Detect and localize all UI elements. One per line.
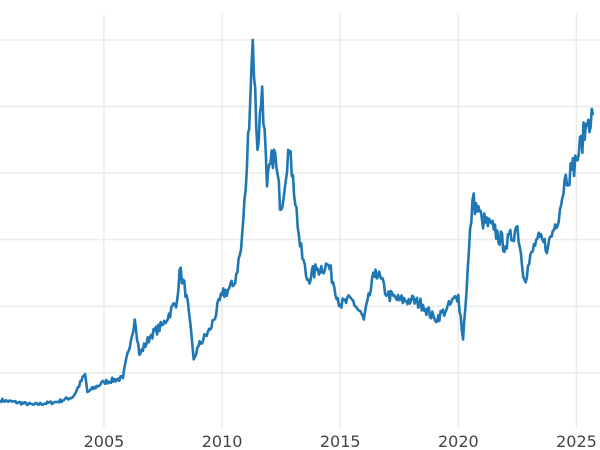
x-tick-label: 2005 [84, 432, 125, 450]
series-line [0, 38, 595, 407]
x-axis-ticks: 2005 2010 2015 2020 2025 [84, 432, 597, 450]
x-tick-label: 2025 [556, 432, 597, 450]
x-tick-label: 2015 [320, 432, 361, 450]
gridlines [0, 14, 600, 428]
x-tick-label: 2020 [438, 432, 479, 450]
x-tick-label: 2010 [202, 432, 243, 450]
